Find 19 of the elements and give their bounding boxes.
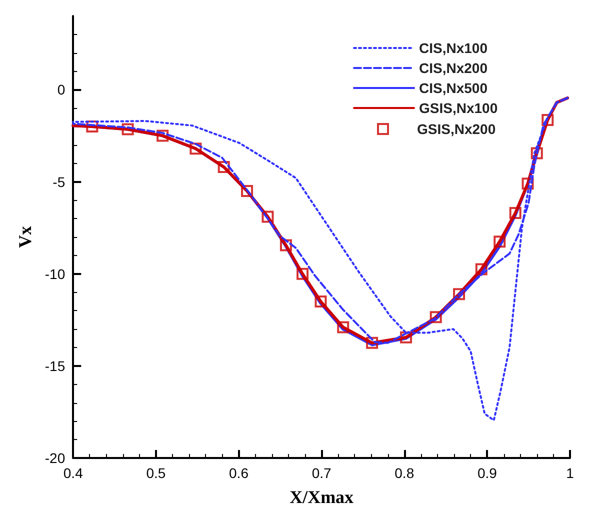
y-tick-label: -5 bbox=[52, 174, 66, 190]
x-axis-title: X/Xmax bbox=[290, 487, 354, 507]
y-axis-title: Vx bbox=[15, 226, 35, 248]
legend-label: CIS,Nx100 bbox=[419, 40, 488, 56]
x-tick-label: 0.7 bbox=[312, 465, 332, 481]
y-tick-label: -10 bbox=[44, 266, 66, 282]
legend-label: GSIS,Nx100 bbox=[419, 100, 498, 116]
x-tick-label: 0.4 bbox=[63, 465, 84, 481]
y-tick-label: 0 bbox=[57, 82, 66, 98]
legend-label: CIS,Nx500 bbox=[419, 80, 488, 96]
x-tick-label: 0.9 bbox=[477, 465, 498, 481]
legend-label: CIS,Nx200 bbox=[419, 60, 488, 76]
y-tick-label: -15 bbox=[44, 358, 66, 374]
x-tick-label: 0.8 bbox=[394, 465, 414, 481]
x-tick-label: 0.6 bbox=[229, 465, 249, 481]
legend-label: GSIS,Nx200 bbox=[417, 121, 496, 137]
x-tick-label: 0.5 bbox=[146, 465, 166, 481]
y-tick-label: -20 bbox=[44, 450, 66, 466]
x-tick-label: 1 bbox=[566, 465, 574, 481]
